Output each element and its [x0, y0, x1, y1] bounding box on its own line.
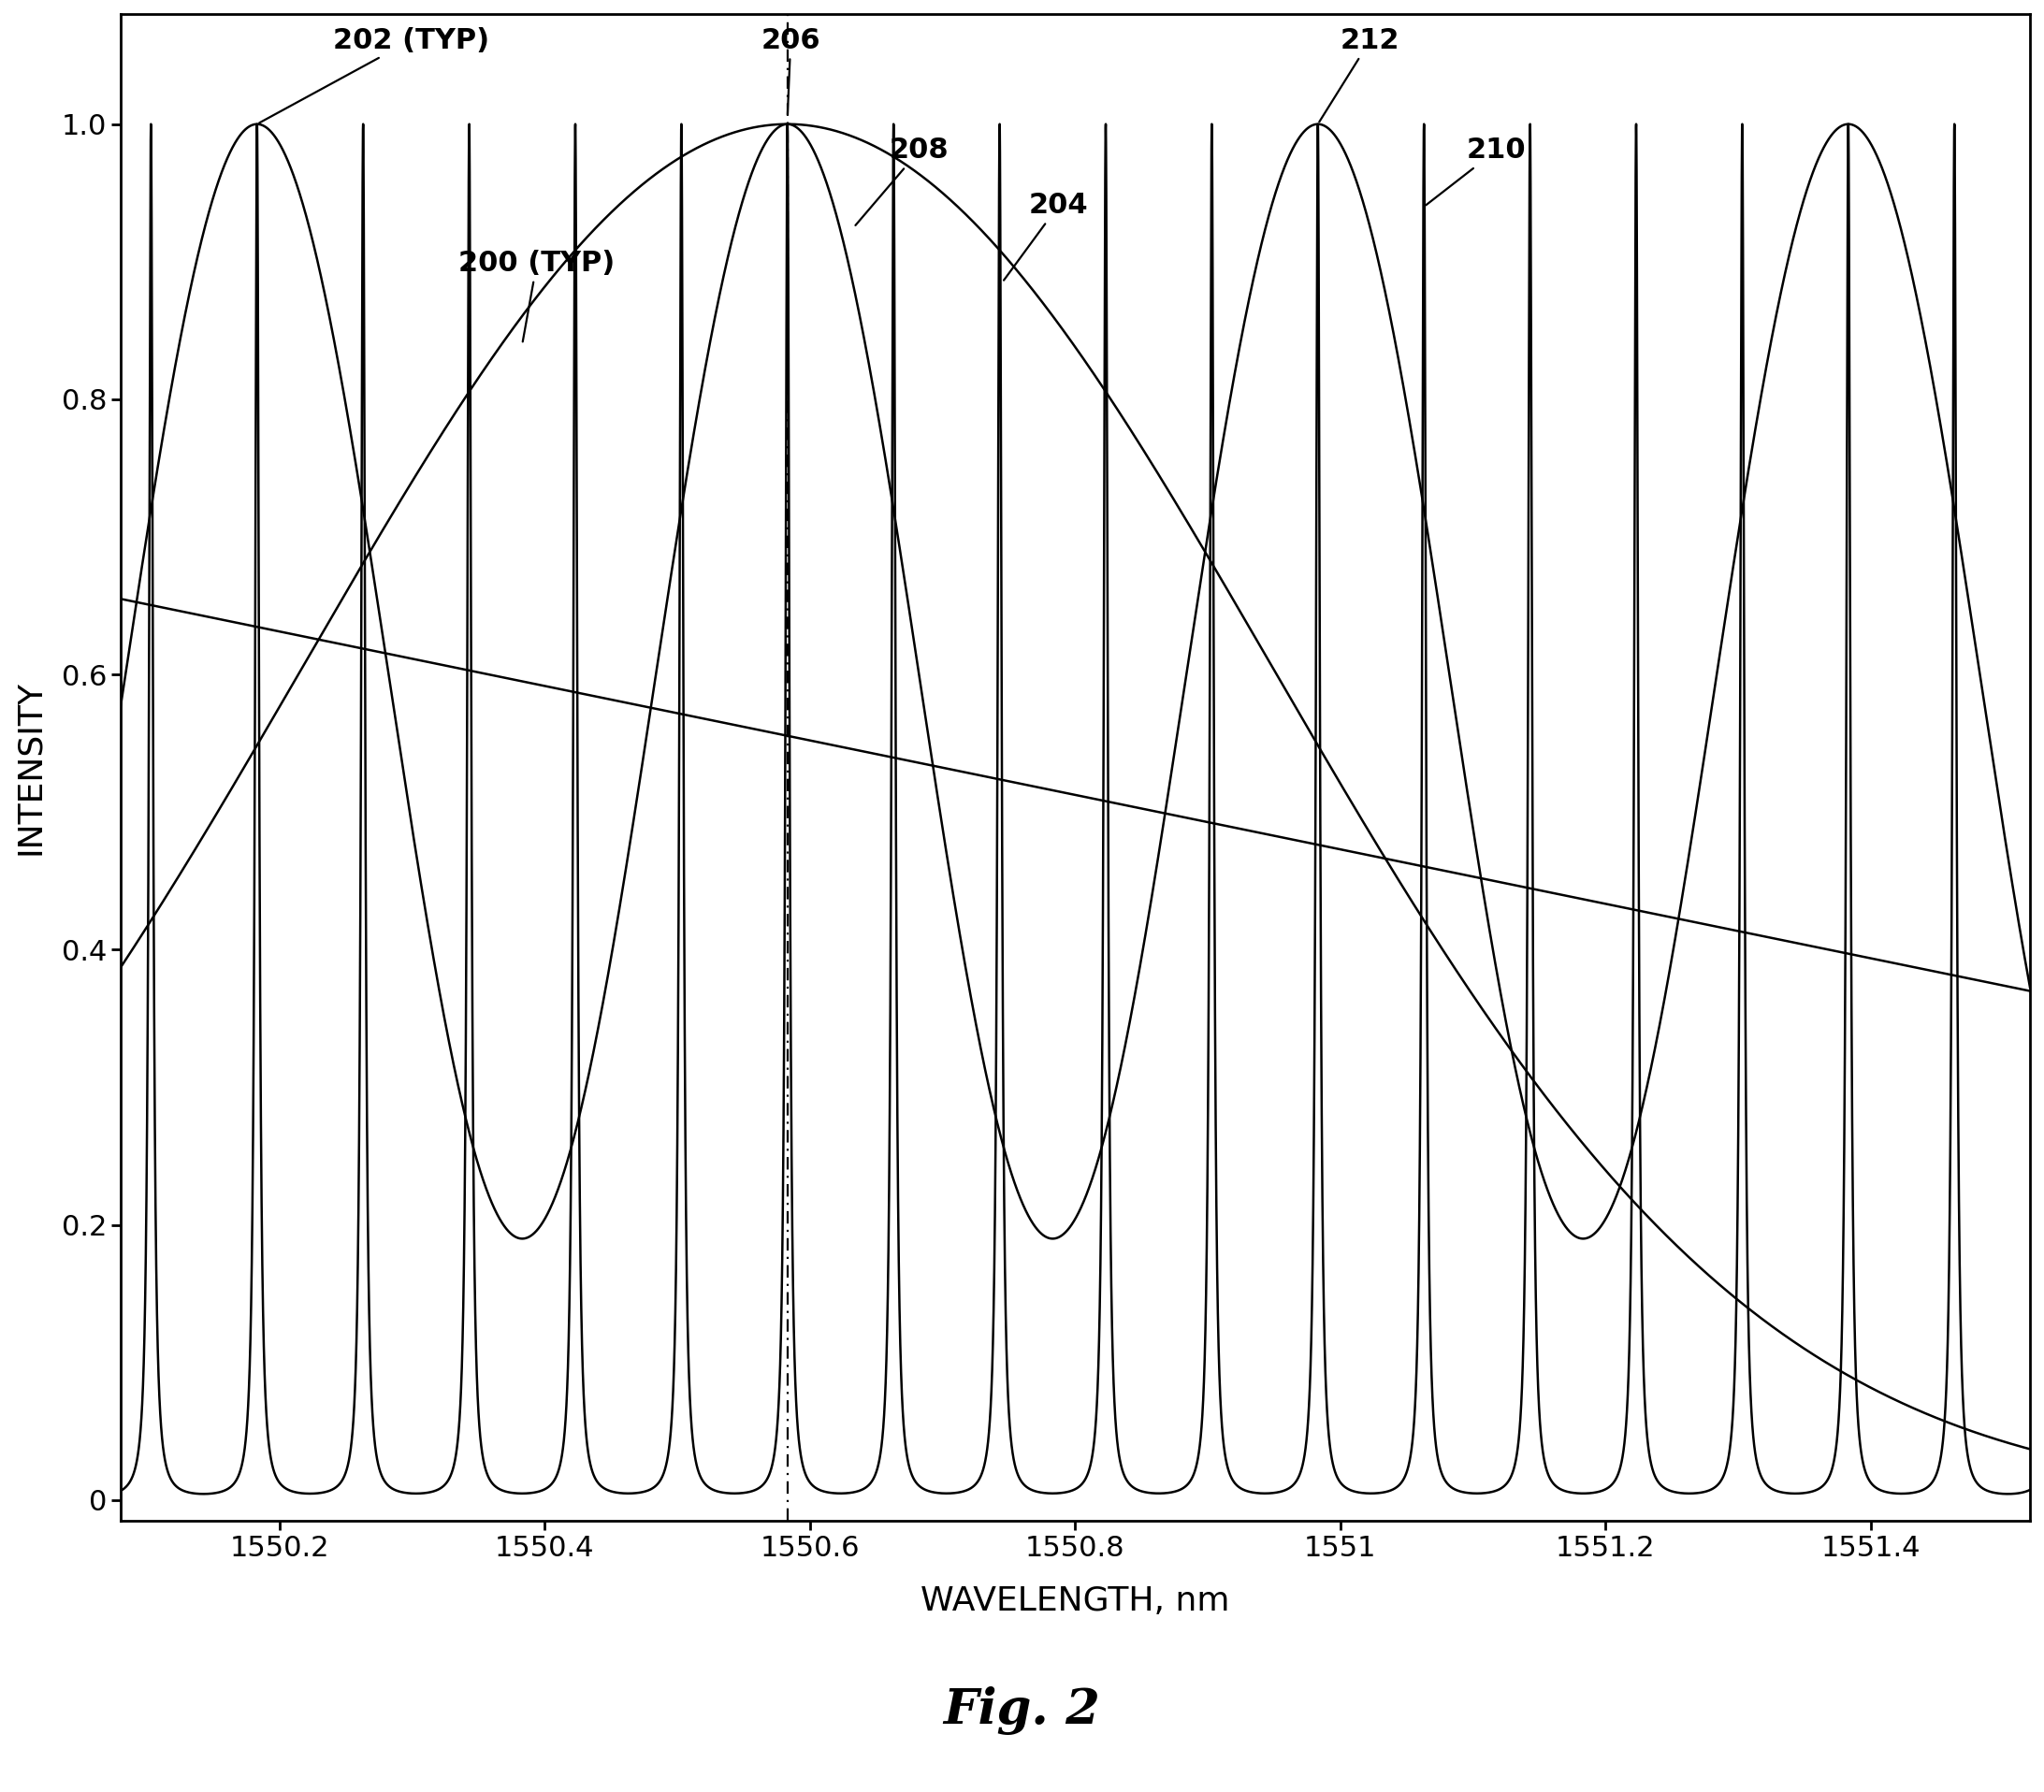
Text: 204: 204 — [1004, 192, 1087, 280]
X-axis label: WAVELENGTH, nm: WAVELENGTH, nm — [920, 1584, 1230, 1616]
Text: 206: 206 — [760, 27, 820, 115]
Text: 208: 208 — [856, 136, 948, 226]
Text: 202 (TYP): 202 (TYP) — [260, 27, 489, 124]
Y-axis label: INTENSITY: INTENSITY — [14, 679, 45, 855]
Text: Fig. 2: Fig. 2 — [944, 1686, 1100, 1735]
Text: 210: 210 — [1427, 136, 1527, 204]
Text: 212: 212 — [1318, 27, 1400, 122]
Text: 200 (TYP): 200 (TYP) — [458, 249, 615, 342]
